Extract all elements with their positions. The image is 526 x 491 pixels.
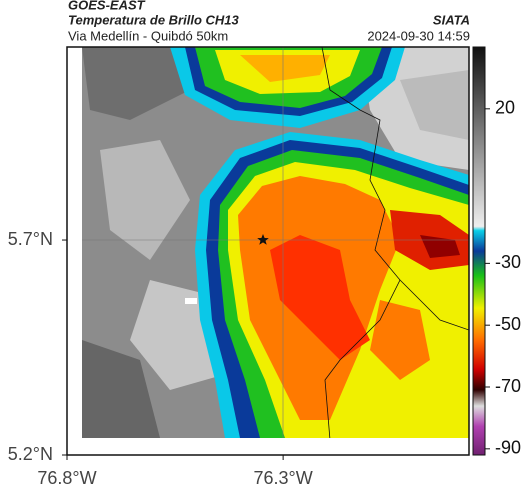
y-tick-label: 5.2°N [8, 444, 53, 464]
y-tick-label: 5.7°N [8, 229, 53, 249]
subtitle: Temperatura de Brillo CH13 [68, 12, 240, 27]
colorbar-tick-label: 20 [495, 98, 515, 118]
colorbar [472, 46, 486, 456]
map-frame [66, 46, 470, 456]
colorbar-tick-label: -70 [495, 376, 521, 396]
colorbar-tick-label: -30 [495, 252, 521, 272]
source: SIATA [433, 12, 470, 27]
colorbar-tick-label: -50 [495, 314, 521, 334]
x-tick-label: 76.3°W [254, 468, 313, 488]
colorbar-tick-label: -90 [495, 438, 521, 458]
x-tick-label: 76.8°W [37, 468, 96, 488]
satellite-image [82, 47, 469, 438]
location: Via Medellín - Quibdó 50km [68, 28, 228, 43]
title: GOES-EAST [68, 0, 146, 12]
datetime: 2024-09-30 14:59 [367, 28, 470, 43]
